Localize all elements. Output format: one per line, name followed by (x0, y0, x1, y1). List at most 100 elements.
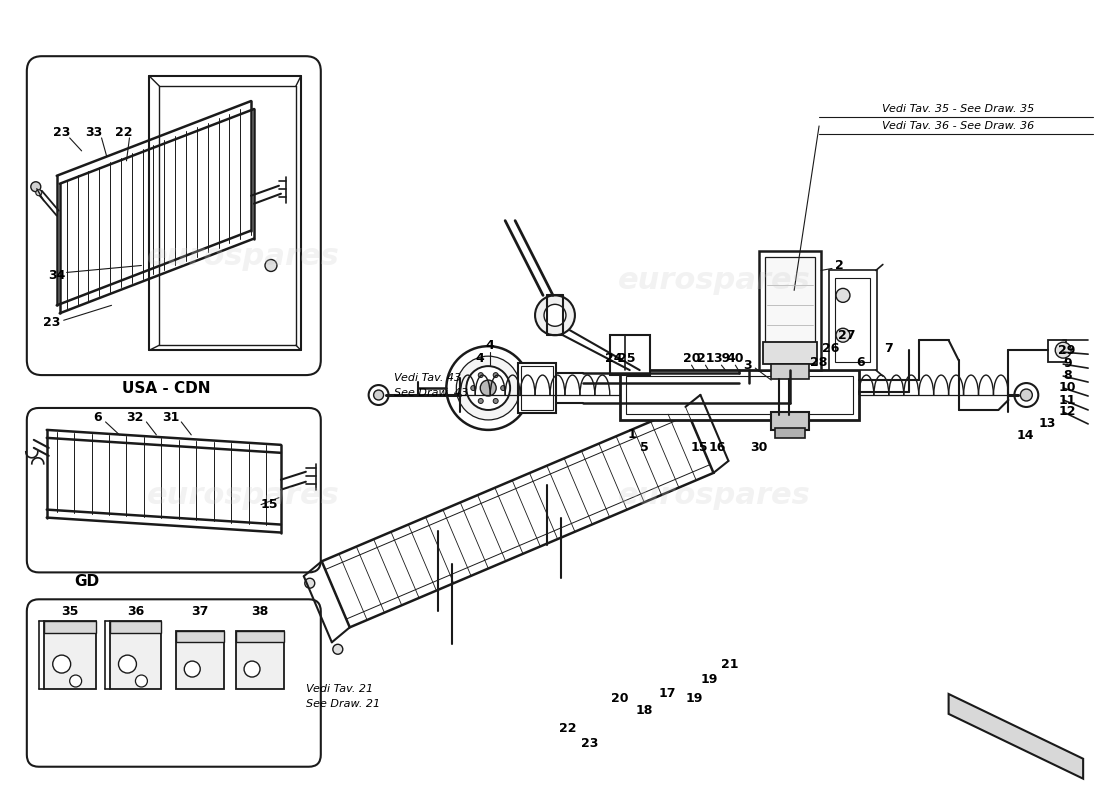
Text: 19: 19 (685, 693, 703, 706)
Bar (110, 622, 162, 689)
Circle shape (368, 385, 388, 405)
Bar (626, 376, 852, 414)
Text: 39: 39 (713, 352, 730, 365)
Bar (759, 250, 821, 370)
Text: 20: 20 (610, 693, 628, 706)
Text: 27: 27 (838, 329, 856, 342)
Circle shape (500, 386, 506, 390)
Circle shape (466, 366, 510, 410)
Text: 34: 34 (48, 269, 65, 282)
Circle shape (185, 661, 200, 677)
Text: 40: 40 (727, 352, 744, 365)
Text: 22: 22 (114, 126, 132, 139)
Circle shape (478, 398, 483, 403)
Circle shape (493, 398, 498, 403)
Text: 25: 25 (618, 352, 636, 365)
Circle shape (1014, 383, 1038, 407)
Text: 37: 37 (191, 605, 209, 618)
Text: 8: 8 (1064, 369, 1071, 382)
Text: 33: 33 (85, 126, 102, 139)
Text: 7: 7 (884, 342, 893, 354)
Bar (829, 270, 877, 370)
Bar (763, 342, 817, 364)
Text: 5: 5 (640, 442, 649, 454)
Text: 6: 6 (857, 356, 866, 369)
Text: 23: 23 (53, 126, 70, 139)
Circle shape (447, 346, 530, 430)
Circle shape (836, 328, 850, 342)
Circle shape (305, 578, 315, 588)
Bar (771, 364, 810, 379)
Text: 2: 2 (835, 259, 844, 272)
Text: Vedi Tav. 43: Vedi Tav. 43 (394, 373, 461, 383)
Circle shape (481, 380, 496, 396)
Text: 31: 31 (163, 411, 180, 425)
Text: 23: 23 (43, 316, 60, 329)
Bar (176, 631, 224, 689)
Bar (44, 622, 96, 689)
Text: 21: 21 (720, 658, 738, 670)
Circle shape (1055, 342, 1071, 358)
Circle shape (374, 390, 384, 400)
Text: 35: 35 (60, 605, 78, 618)
Text: 24: 24 (605, 352, 623, 365)
Text: 3: 3 (742, 358, 751, 372)
Text: 28: 28 (811, 356, 828, 369)
Text: eurospares: eurospares (146, 481, 340, 510)
Polygon shape (948, 694, 1084, 778)
Bar (766, 257, 815, 346)
Bar (771, 412, 810, 430)
Text: Vedi Tav. 36 - See Draw. 36: Vedi Tav. 36 - See Draw. 36 (882, 121, 1035, 131)
Bar (776, 428, 805, 438)
Text: 20: 20 (683, 352, 701, 365)
Text: 13: 13 (1038, 418, 1056, 430)
Bar (110, 622, 162, 633)
Circle shape (456, 356, 520, 420)
Bar (176, 631, 224, 642)
Bar (236, 631, 284, 689)
Text: 16: 16 (708, 442, 726, 454)
Text: 6: 6 (94, 411, 102, 425)
Bar (835, 278, 870, 362)
Text: eurospares: eurospares (618, 481, 811, 510)
Text: eurospares: eurospares (618, 266, 811, 295)
Circle shape (31, 182, 41, 192)
Text: 22: 22 (559, 722, 576, 735)
Text: 21: 21 (696, 352, 714, 365)
Bar (609, 335, 650, 375)
Text: 36: 36 (126, 605, 144, 618)
Bar (44, 622, 96, 633)
Circle shape (119, 655, 136, 673)
Text: 4: 4 (486, 338, 495, 352)
Text: USA - CDN: USA - CDN (122, 381, 210, 395)
Bar (619, 370, 859, 420)
Circle shape (1021, 389, 1032, 401)
Circle shape (244, 661, 260, 677)
Circle shape (478, 373, 483, 378)
Text: 11: 11 (1058, 394, 1076, 406)
Circle shape (135, 675, 147, 687)
Text: Vedi Tav. 35 - See Draw. 35: Vedi Tav. 35 - See Draw. 35 (882, 104, 1035, 114)
Text: eurospares: eurospares (146, 242, 340, 271)
Text: See Draw. 21: See Draw. 21 (306, 699, 379, 709)
Text: 4: 4 (476, 352, 485, 365)
Bar (1048, 340, 1066, 362)
Text: 26: 26 (823, 342, 839, 354)
Text: 19: 19 (701, 673, 718, 686)
Text: 15: 15 (261, 498, 277, 511)
Bar (236, 631, 284, 642)
Circle shape (471, 386, 476, 390)
Circle shape (53, 655, 70, 673)
Text: 17: 17 (659, 687, 676, 701)
Text: 23: 23 (581, 738, 598, 750)
Circle shape (535, 295, 575, 335)
Text: 38: 38 (252, 605, 268, 618)
Text: 15: 15 (691, 442, 708, 454)
Text: See Draw. 43: See Draw. 43 (394, 388, 468, 398)
Circle shape (493, 373, 498, 378)
Text: 1: 1 (627, 428, 636, 442)
Text: 9: 9 (1064, 357, 1071, 370)
Bar (521, 366, 553, 410)
Circle shape (544, 304, 565, 326)
Text: 18: 18 (636, 705, 653, 718)
